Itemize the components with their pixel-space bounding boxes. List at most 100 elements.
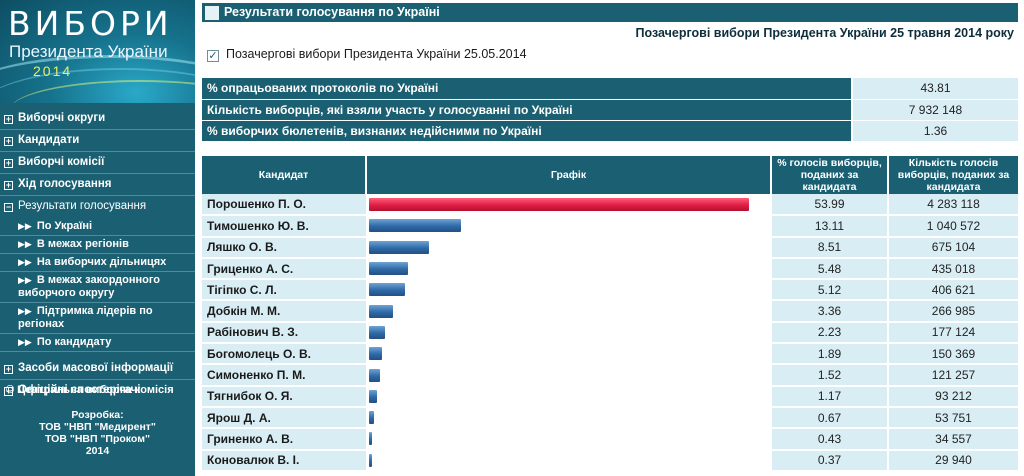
sidebar-item-districts[interactable]: + Виборчі округи — [0, 108, 195, 130]
graph-cell — [366, 257, 772, 281]
sidebar-item-voting-progress[interactable]: + Хід голосування — [0, 174, 195, 196]
candidate-name[interactable]: Тимошенко Ю. В. — [202, 215, 366, 238]
expand-icon[interactable]: + — [4, 386, 13, 396]
candidate-row[interactable]: Гриненко А. В. 0.43 34 557 — [202, 428, 1018, 451]
subitem-label: В межах закордонного виборчого округу — [18, 274, 161, 299]
candidate-row[interactable]: Ярош Д. А. 0.67 53 751 — [202, 406, 1018, 430]
credits-line: ТОВ "НВП "Медирент" — [39, 421, 156, 433]
logo-year: 2014 — [33, 63, 73, 79]
vote-percent: 13.11 — [770, 215, 888, 238]
vote-count: 34 557 — [887, 428, 1018, 451]
column-header-candidate[interactable]: Кандидат — [202, 156, 367, 194]
stat-label: Кількість виборців, які взяли участь у г… — [202, 99, 852, 121]
graph-cell — [366, 215, 772, 238]
stat-label: % опрацьованих протоколів по Україні — [202, 78, 852, 100]
double-arrow-icon: ▶▶ — [18, 257, 32, 267]
sidebar-item-results[interactable]: − Результати голосування — [0, 196, 195, 218]
candidate-name[interactable]: Богомолець О. В. — [202, 343, 366, 366]
sidebar-subitem-abroad[interactable]: ▶▶ В межах закордонного виборчого округу — [0, 272, 195, 303]
election-title: Позачергові вибори Президента України 25… — [635, 26, 1014, 40]
expand-icon[interactable]: + — [4, 136, 13, 146]
vote-bar — [369, 283, 405, 297]
candidate-row[interactable]: Тягнибок О. Я. 1.17 93 212 — [202, 385, 1018, 408]
header-square-icon — [205, 6, 219, 20]
credits: Розробка: ТОВ "НВП "Медирент" ТОВ "НВП "… — [0, 409, 195, 457]
vote-count: 53 751 — [887, 406, 1018, 430]
sidebar-item-media[interactable]: + Засоби масової інформації — [0, 358, 195, 380]
subitem-label: Підтримка лідерів по регіонах — [18, 305, 153, 330]
candidate-row[interactable]: Рабінович В. З. 2.23 177 124 — [202, 321, 1018, 345]
vote-bar — [369, 453, 372, 467]
candidate-name[interactable]: Гриценко А. С. — [202, 257, 366, 281]
expand-icon[interactable]: + — [4, 180, 13, 190]
vote-percent: 0.37 — [770, 449, 888, 472]
column-header-count[interactable]: Кількість голосів виборців, поданих за к… — [888, 156, 1018, 194]
expand-icon[interactable]: + — [4, 114, 13, 124]
vote-bar — [369, 389, 377, 403]
column-header-percent[interactable]: % голосів виборців, поданих за кандидата — [771, 156, 889, 194]
candidate-name[interactable]: Ярош Д. А. — [202, 406, 366, 430]
sidebar-subitem-by-candidate[interactable]: ▶▶ По кандидату — [0, 334, 195, 352]
vote-count: 150 369 — [887, 343, 1018, 366]
candidate-name[interactable]: Добкін М. М. — [202, 300, 366, 323]
double-arrow-icon: ▶▶ — [18, 239, 32, 249]
vote-bar — [369, 262, 408, 276]
stats-row: % виборчих бюлетенів, визнаних недійсним… — [202, 120, 1018, 142]
candidate-row[interactable]: Тігіпко С. Л. 5.12 406 621 — [202, 279, 1018, 302]
graph-cell — [366, 385, 772, 408]
election-selector[interactable]: ✓ Позачергові вибори Президента України 2… — [207, 47, 527, 62]
candidate-row[interactable]: Тимошенко Ю. В. 13.11 1 040 572 — [202, 215, 1018, 238]
candidate-name[interactable]: Симоненко П. М. — [202, 364, 366, 387]
vote-count: 675 104 — [887, 236, 1018, 259]
candidate-row[interactable]: Добкін М. М. 3.36 266 985 — [202, 300, 1018, 323]
vote-count: 177 124 — [887, 321, 1018, 345]
vote-percent: 1.89 — [770, 343, 888, 366]
double-arrow-icon: ▶▶ — [18, 275, 32, 285]
stat-label: % виборчих бюлетенів, визнаних недійсним… — [202, 120, 852, 142]
collapse-icon[interactable]: − — [4, 202, 13, 212]
candidate-row[interactable]: Богомолець О. В. 1.89 150 369 — [202, 343, 1018, 366]
checkbox-icon[interactable]: ✓ — [207, 50, 219, 62]
vote-bar — [369, 240, 429, 254]
sidebar-item-commissions[interactable]: + Виборчі комісії — [0, 152, 195, 174]
credits-line: Розробка: — [71, 409, 124, 421]
copyright[interactable]: © Центральна виборча комісія — [6, 384, 174, 396]
sidebar-subitem-polling-stations[interactable]: ▶▶ На виборчих дільницях — [0, 254, 195, 272]
results-table: Кандидат Графік % голосів виборців, пода… — [202, 156, 1018, 472]
candidate-row[interactable]: Порошенко П. О. 53.99 4 283 118 — [202, 194, 1018, 217]
candidate-name[interactable]: Гриненко А. В. — [202, 428, 366, 451]
candidate-name[interactable]: Порошенко П. О. — [202, 194, 366, 217]
expand-icon[interactable]: + — [4, 158, 13, 168]
sidebar-subitem-ukraine[interactable]: ▶▶ По Україні — [0, 218, 195, 236]
stat-value: 1.36 — [851, 120, 1018, 142]
subitem-label: В межах регіонів — [36, 238, 129, 250]
sidebar-item-observers[interactable]: + Офіційні спостерігачі — [0, 380, 195, 402]
page-header: Результати голосування по Україні — [202, 3, 1018, 22]
candidate-row[interactable]: Симоненко П. М. 1.52 121 257 — [202, 364, 1018, 387]
vote-bar — [369, 197, 749, 211]
vote-bar — [369, 304, 393, 318]
graph-cell — [366, 364, 772, 387]
sidebar-item-candidates[interactable]: + Кандидати — [0, 130, 195, 152]
vote-bar — [369, 432, 372, 446]
candidate-row[interactable]: Гриценко А. С. 5.48 435 018 — [202, 257, 1018, 281]
sidebar-item-label: Виборчі комісії — [18, 156, 105, 168]
expand-icon[interactable]: + — [4, 364, 13, 374]
sidebar-subitem-regions[interactable]: ▶▶ В межах регіонів — [0, 236, 195, 254]
candidate-name[interactable]: Рабінович В. З. — [202, 321, 366, 345]
sidebar: ВИБОРИ Президента України 2014 + Виборчі … — [0, 0, 195, 476]
column-header-graph: Графік — [366, 156, 772, 194]
candidate-name[interactable]: Тягнибок О. Я. — [202, 385, 366, 408]
graph-cell — [366, 449, 772, 472]
candidate-name[interactable]: Ляшко О. В. — [202, 236, 366, 259]
summary-stats-table: % опрацьованих протоколів по Україні 43.8… — [202, 78, 1018, 142]
candidate-name[interactable]: Коновалюк В. І. — [202, 449, 366, 472]
sidebar-subitem-leaders-support[interactable]: ▶▶ Підтримка лідерів по регіонах — [0, 303, 195, 334]
subitem-label: По Україні — [36, 220, 93, 232]
candidate-row[interactable]: Ляшко О. В. 8.51 675 104 — [202, 236, 1018, 259]
candidate-row[interactable]: Коновалюк В. І. 0.37 29 940 — [202, 449, 1018, 472]
elections-logo[interactable]: ВИБОРИ Президента України 2014 — [0, 0, 195, 103]
vote-count: 406 621 — [887, 279, 1018, 302]
candidate-name[interactable]: Тігіпко С. Л. — [202, 279, 366, 302]
logo-title: ВИБОРИ — [8, 4, 173, 43]
